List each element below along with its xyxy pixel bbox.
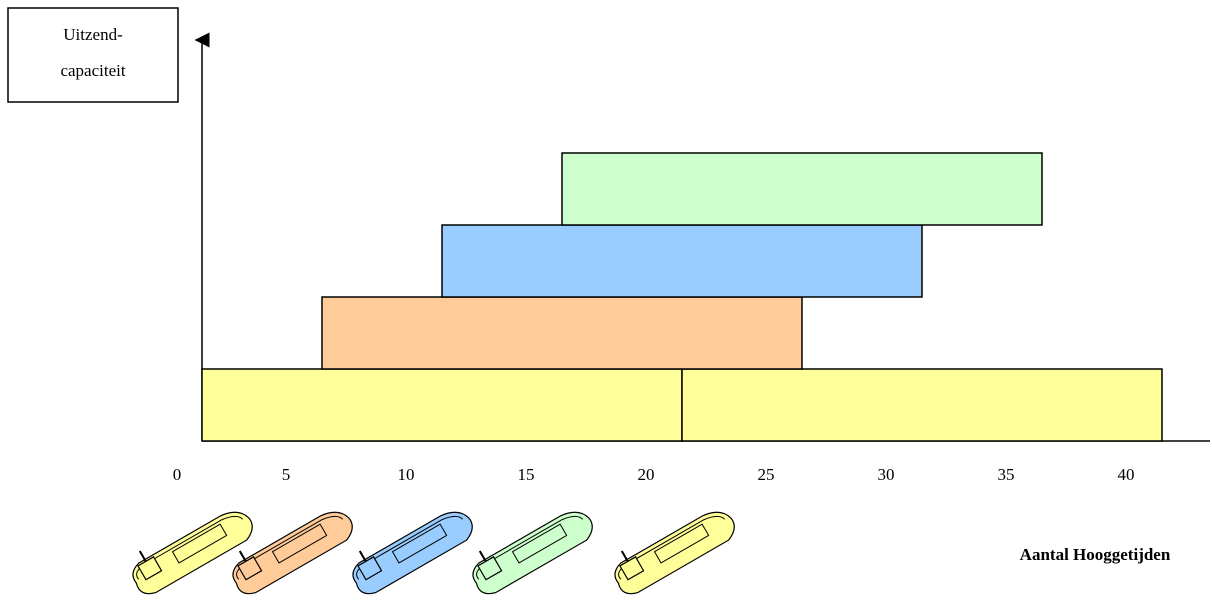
ship-icon bbox=[614, 511, 735, 595]
x-tick-label: 0 bbox=[173, 465, 182, 484]
ship-hatch bbox=[271, 523, 328, 564]
y-label: capaciteit bbox=[60, 61, 125, 80]
label-box bbox=[7, 7, 179, 103]
ship-deck bbox=[618, 515, 726, 580]
ship-hatch bbox=[171, 523, 228, 564]
x-label: Aantal Hooggetijden bbox=[1020, 545, 1171, 564]
ship-icon bbox=[232, 511, 353, 595]
x-tick-label: 15 bbox=[518, 465, 535, 484]
y-label: Uitzend- bbox=[63, 25, 123, 44]
ship-mast bbox=[358, 550, 367, 562]
ship-hatch bbox=[391, 523, 448, 564]
bar bbox=[561, 152, 1043, 226]
ship-deck bbox=[356, 515, 464, 580]
ship-cabin bbox=[357, 556, 383, 581]
ship-mast bbox=[138, 550, 147, 562]
ship-cabin bbox=[619, 556, 645, 581]
ship-icon bbox=[352, 511, 473, 595]
x-tick-label: 20 bbox=[638, 465, 655, 484]
ship-hatch bbox=[653, 523, 710, 564]
ship-cabin bbox=[477, 556, 503, 581]
ship-mast bbox=[478, 550, 487, 562]
ship-mast bbox=[238, 550, 247, 562]
bar bbox=[441, 224, 923, 298]
ship-hatch bbox=[511, 523, 568, 564]
bar bbox=[201, 368, 683, 442]
bar bbox=[681, 368, 1163, 442]
ship-cabin bbox=[137, 556, 163, 581]
bar bbox=[321, 296, 803, 370]
ship-deck bbox=[136, 515, 244, 580]
ship-cabin bbox=[237, 556, 263, 581]
ship-icon bbox=[132, 511, 253, 595]
ship-deck bbox=[236, 515, 344, 580]
x-tick-label: 25 bbox=[758, 465, 775, 484]
x-tick-label: 10 bbox=[398, 465, 415, 484]
x-tick-label: 35 bbox=[998, 465, 1015, 484]
ship-mast bbox=[620, 550, 629, 562]
ship-icon bbox=[472, 511, 593, 595]
x-tick-label: 5 bbox=[282, 465, 291, 484]
ship-deck bbox=[476, 515, 584, 580]
x-tick-label: 30 bbox=[878, 465, 895, 484]
x-tick-label: 40 bbox=[1118, 465, 1135, 484]
